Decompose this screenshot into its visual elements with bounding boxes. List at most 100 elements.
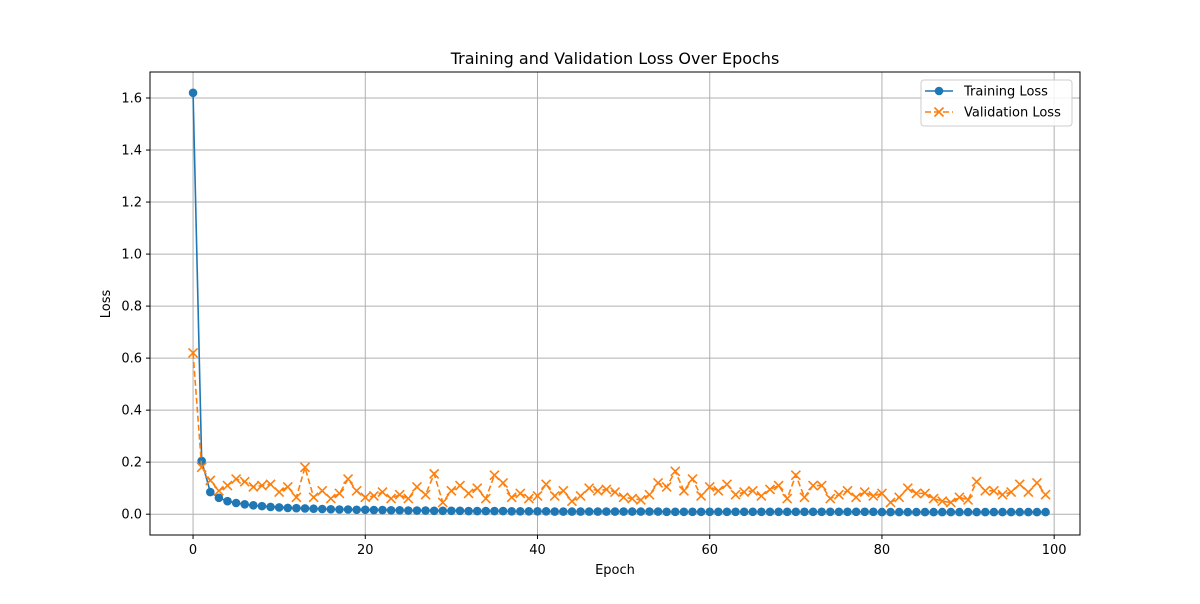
validation-loss-point	[575, 490, 586, 502]
validation-loss-point	[325, 493, 336, 504]
legend-validation-loss-label: Validation Loss	[964, 106, 1061, 121]
training-loss-point	[903, 507, 913, 517]
training-loss-point	[800, 507, 809, 517]
training-loss-point	[946, 507, 956, 517]
validation-loss-point	[902, 483, 913, 494]
training-loss-point	[739, 507, 749, 517]
validation-loss-point	[713, 485, 724, 496]
validation-loss-point	[868, 490, 879, 502]
validation-loss-point	[334, 488, 345, 499]
training-loss-point	[447, 506, 456, 516]
training-loss-point	[679, 507, 689, 517]
training-loss-point	[231, 498, 241, 508]
validation-loss-point	[248, 481, 259, 492]
training-loss-point	[825, 507, 835, 517]
training-loss-point	[567, 507, 577, 516]
training-loss-point	[636, 507, 646, 516]
validation-loss-point	[704, 481, 715, 492]
training-loss-point	[869, 507, 878, 517]
training-loss-point	[455, 506, 465, 516]
validation-loss-point	[618, 492, 629, 503]
training-loss-point	[782, 507, 792, 517]
training-loss-point	[274, 503, 284, 512]
grid-lines	[150, 72, 1080, 535]
validation-loss-point	[515, 488, 526, 499]
validation-loss-point	[627, 493, 638, 504]
validation-loss-point	[928, 493, 939, 504]
training-loss-point	[662, 507, 671, 517]
validation-loss-point	[506, 492, 517, 503]
series-layer	[187, 88, 1051, 517]
validation-loss-point	[231, 474, 242, 485]
x-tick-label: 100	[1042, 543, 1067, 558]
x-axis-label: Epoch	[595, 563, 635, 578]
training-loss-point	[214, 493, 224, 503]
training-loss-point	[955, 507, 964, 517]
training-loss-point	[705, 507, 715, 517]
chart-title: Training and Validation Loss Over Epochs	[450, 49, 780, 68]
training-loss-point	[404, 506, 413, 515]
training-loss-point	[472, 506, 482, 516]
training-loss-point	[1024, 507, 1033, 517]
training-loss-point	[886, 507, 895, 517]
training-loss-point	[722, 507, 732, 517]
x-tick-label: 60	[701, 543, 718, 558]
training-loss-point	[541, 507, 551, 516]
validation-loss-point	[652, 477, 664, 489]
validation-loss-point	[592, 485, 603, 496]
training-loss-point	[602, 507, 611, 516]
legend-training-loss-label: Training Loss	[963, 85, 1048, 100]
x-tick-label: 40	[529, 543, 546, 558]
training-loss-point	[257, 501, 267, 511]
axis-ticks: 0 20 40 60 80 100 0.0 0.2 0.4 0.6 0.8 1.0 1.2 1.4 1.6	[121, 92, 1066, 558]
training-loss-point	[205, 487, 215, 497]
validation-loss-point	[386, 493, 397, 504]
training-loss-point	[481, 506, 491, 516]
training-loss-point	[929, 507, 938, 517]
training-loss-point	[1041, 507, 1050, 517]
training-loss-point	[550, 507, 560, 516]
validation-loss-point	[360, 492, 371, 503]
training-loss-point	[834, 507, 844, 517]
training-loss-point	[223, 496, 232, 506]
axes-frame	[149, 71, 1081, 536]
training-loss-line	[192, 92, 1046, 513]
training-loss-point	[283, 503, 293, 513]
validation-loss-point	[239, 476, 250, 487]
validation-loss-point	[945, 497, 956, 508]
training-loss-point	[894, 507, 904, 517]
training-loss-point	[386, 505, 396, 515]
validation-loss-point	[997, 489, 1008, 500]
training-loss-point	[731, 507, 740, 517]
training-loss-point	[335, 505, 344, 514]
validation-loss-point	[876, 488, 888, 499]
validation-loss-point	[851, 492, 862, 503]
validation-loss-point	[463, 488, 474, 499]
validation-loss-point	[446, 485, 457, 496]
training-loss-point	[989, 507, 999, 517]
training-loss-point	[300, 504, 310, 513]
training-loss-point	[576, 507, 585, 516]
validation-loss-point	[213, 485, 224, 496]
training-loss-point	[507, 507, 516, 516]
training-loss-point	[912, 507, 921, 517]
y-tick-label: 0.2	[121, 456, 142, 471]
validation-loss-point	[859, 487, 870, 498]
validation-loss-point	[282, 481, 293, 492]
legend-training-loss-marker	[934, 86, 944, 96]
validation-loss-point	[696, 490, 707, 502]
training-loss-point	[352, 505, 361, 515]
training-loss-point	[972, 507, 981, 517]
validation-loss-point	[549, 490, 560, 502]
training-loss-point	[610, 507, 620, 516]
validation-loss-point	[609, 487, 621, 498]
validation-loss-point	[299, 462, 311, 473]
validation-loss-point	[1031, 477, 1043, 489]
validation-loss-point	[825, 493, 836, 504]
legend-validation-loss-marker	[933, 106, 945, 118]
validation-loss-point	[274, 487, 285, 498]
validation-loss-point	[480, 493, 491, 504]
validation-loss-point	[1040, 489, 1051, 500]
validation-loss-point	[368, 490, 379, 502]
y-tick-label: 0.8	[121, 300, 142, 315]
